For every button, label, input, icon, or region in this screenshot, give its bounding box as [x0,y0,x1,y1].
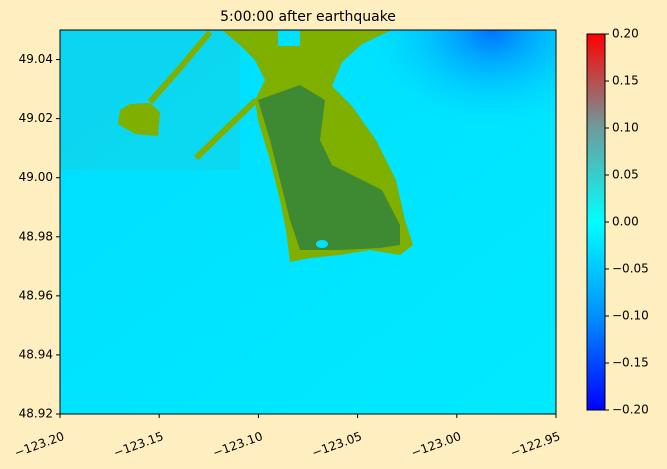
x-tick-label: −123.10 [211,429,265,460]
x-tick-label: −123.20 [12,429,66,460]
colorbar-tick-label: −0.15 [612,356,649,370]
x-tick-label: −123.15 [112,429,166,460]
colorbar-tick-label: −0.05 [612,262,649,276]
colorbar [586,33,606,411]
colorbar-tick-label: 0.15 [612,74,639,88]
y-tick-label: 48.94 [19,347,53,361]
colorbar-tick-label: −0.10 [612,309,649,323]
colorbar-tick-label: −0.20 [612,403,649,417]
y-tick-label: 48.98 [19,229,53,243]
y-tick-label: 49.00 [19,170,53,184]
x-tick-label: −122.95 [508,429,562,460]
y-tick-label: 48.92 [19,407,53,421]
x-tick-label: −123.05 [310,429,364,460]
axes-frame [59,29,557,415]
colorbar-tick-label: 0.00 [612,215,639,229]
field-image [60,30,556,414]
colorbar-tick-label: 0.05 [612,168,639,182]
chart-title: 5:00:00 after earthquake [220,9,396,25]
x-tick-label: −123.00 [409,429,463,460]
y-tick-label: 49.04 [19,52,53,66]
y-tick-label: 48.96 [19,288,53,302]
colorbar-tick-label: 0.10 [612,121,639,135]
y-tick-label: 49.02 [19,111,53,125]
colorbar-tick-label: 0.20 [612,27,639,41]
